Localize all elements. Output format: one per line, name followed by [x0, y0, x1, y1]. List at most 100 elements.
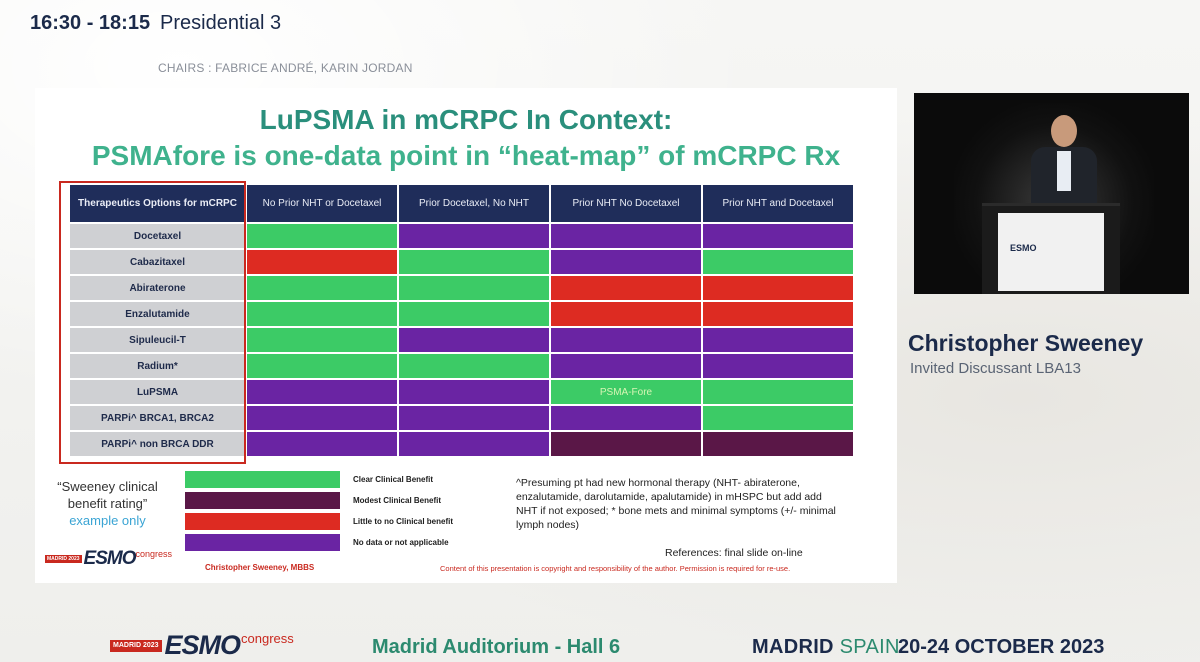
row-label: PARPi^ BRCA1, BRCA2: [70, 406, 245, 430]
footer-country: SPAIN: [839, 636, 900, 658]
heatmap-cell-green: [703, 406, 853, 430]
slide-references: References: final slide on-line: [665, 547, 803, 559]
table-corner-header: Therapeutics Options for mCRPC: [70, 185, 245, 222]
legend-label: Modest Clinical Benefit: [353, 496, 442, 505]
heatmap-cell-red: [551, 302, 701, 326]
slide-author: Christopher Sweeney, MBBS: [205, 563, 315, 572]
rating-line: “Sweeney clinical: [57, 479, 158, 494]
table-row: Abiraterone: [70, 276, 853, 300]
heatmap-cell-green: [399, 276, 549, 300]
copyright-notice: Content of this presentation is copyrigh…: [440, 564, 791, 573]
heatmap-cell-red: [703, 276, 853, 300]
table-row: Cabazitaxel: [70, 250, 853, 274]
legend-label: Little to no Clinical benefit: [353, 517, 453, 526]
heatmap-cell-purple: [247, 432, 397, 456]
esmo-logo: MADRID 2023 ESMO congress: [45, 548, 172, 570]
heatmap-cell-green: [247, 302, 397, 326]
heatmap-cell-green: [703, 380, 853, 404]
footer-venue: Madrid Auditorium - Hall 6: [372, 636, 621, 658]
footer-esmo-logo: MADRID 2023 ESMO congress: [110, 630, 294, 661]
table-row: Radium*: [70, 354, 853, 378]
heatmap-cell-purple: [703, 328, 853, 352]
logo-badge: MADRID 2023: [110, 639, 162, 652]
heatmap-cell-purple: [703, 354, 853, 378]
presentation-slide: LuPSMA in mCRPC In Context: PSMAfore is …: [35, 88, 897, 583]
table-row: PARPi^ BRCA1, BRCA2: [70, 406, 853, 430]
heatmap-cell-green: [247, 328, 397, 352]
table-row: Sipuleucil-T: [70, 328, 853, 352]
row-label: PARPi^ non BRCA DDR: [70, 432, 245, 456]
heatmap-cell-purple: [551, 406, 701, 430]
slide-title: LuPSMA in mCRPC In Context:: [259, 104, 673, 135]
session-time: 16:30 - 18:15: [30, 12, 151, 34]
logo-badge: MADRID 2023: [45, 555, 82, 563]
heatmap-cell-purple: [551, 250, 701, 274]
footer-city: MADRID: [752, 636, 834, 658]
row-label: Cabazitaxel: [70, 250, 245, 274]
heatmap-cell-green: [399, 302, 549, 326]
row-label: Sipuleucil-T: [70, 328, 245, 352]
heatmap-cell-purple: [551, 224, 701, 248]
legend-label: No data or not applicable: [353, 538, 449, 547]
table-row: PARPi^ non BRCA DDR: [70, 432, 853, 456]
heatmap-cell-green: [247, 224, 397, 248]
legend-swatch: [185, 513, 340, 530]
session-chairs: CHAIRS : FABRICE ANDRÉ, KARIN JORDAN: [158, 61, 413, 75]
heatmap-cell-purple: [247, 406, 397, 430]
heatmap-cell-purple: [551, 328, 701, 352]
row-label: Enzalutamide: [70, 302, 245, 326]
heatmap-cell-purple: [703, 224, 853, 248]
speaker-role: Invited Discussant LBA13: [910, 360, 1081, 377]
heatmap-cell-green: [399, 250, 549, 274]
legend-swatch: [185, 471, 340, 488]
rating-caption: “Sweeney clinical benefit rating” exampl…: [35, 478, 180, 529]
heatmap-cell-purple: [399, 380, 549, 404]
speaker-video: ESMO: [914, 93, 1189, 294]
heatmap-cell-maroon: [703, 432, 853, 456]
speaker-head: [1051, 115, 1077, 147]
slide-subtitle: PSMAfore is one-data point in “heat-map”…: [91, 140, 841, 171]
heatmap-cell-purple: [399, 406, 549, 430]
table-header-row: Therapeutics Options for mCRPC No Prior …: [70, 185, 853, 222]
logo-congress: congress: [241, 631, 294, 646]
row-label: Abiraterone: [70, 276, 245, 300]
table-row: Enzalutamide: [70, 302, 853, 326]
heatmap-cell-red: [247, 250, 397, 274]
heatmap-cell-green: [703, 250, 853, 274]
legend-swatch: [185, 492, 340, 509]
heatmap-cell-green: [399, 354, 549, 378]
footer-location: MADRID SPAIN: [752, 636, 900, 659]
logo-wordmark: ESMO: [164, 630, 242, 660]
speaker-name: Christopher Sweeney: [908, 330, 1144, 356]
heatmap-cell-green: PSMA-Fore: [551, 380, 701, 404]
footer-dates: 20-24 OCTOBER 2023: [898, 636, 1105, 658]
column-header: Prior NHT and Docetaxel: [703, 185, 853, 222]
logo-congress: congress: [135, 549, 172, 559]
legend-swatch: [185, 534, 340, 551]
heatmap-cell-purple: [399, 432, 549, 456]
heatmap-cell-purple: [247, 380, 397, 404]
table-row: Docetaxel: [70, 224, 853, 248]
slide-footnote: ^Presuming pt had new hormonal therapy (…: [516, 477, 836, 531]
heatmap-cell-red: [703, 302, 853, 326]
table-row: LuPSMA PSMA-Fore: [70, 380, 853, 404]
heatmap-cell-green: [247, 276, 397, 300]
heatmap-cell-purple: [399, 328, 549, 352]
podium-logo: ESMO: [1010, 243, 1037, 253]
row-label: Docetaxel: [70, 224, 245, 248]
column-header: Prior Docetaxel, No NHT: [399, 185, 549, 222]
heatmap-table: Therapeutics Options for mCRPC No Prior …: [68, 183, 855, 458]
rating-example-note: example only: [69, 513, 146, 528]
column-header: No Prior NHT or Docetaxel: [247, 185, 397, 222]
heatmap-cell-red: [551, 276, 701, 300]
row-label: LuPSMA: [70, 380, 245, 404]
legend-label: Clear Clinical Benefit: [353, 475, 434, 484]
row-label: Radium*: [70, 354, 245, 378]
podium-screen: [998, 213, 1104, 291]
session-name: Presidential 3: [160, 12, 282, 34]
rating-line: benefit rating”: [67, 496, 148, 511]
speaker-shirt: [1057, 151, 1071, 191]
heatmap-cell-green: [247, 354, 397, 378]
heatmap-cell-maroon: [551, 432, 701, 456]
heatmap-cell-purple: [399, 224, 549, 248]
